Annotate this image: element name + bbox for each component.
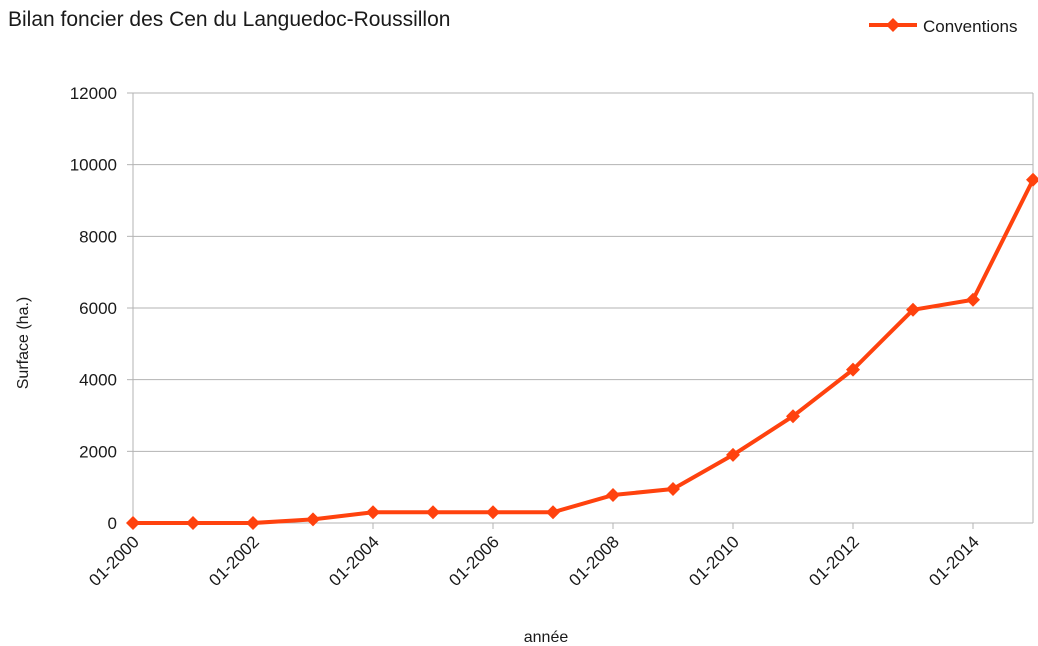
gridlines <box>133 92 1033 452</box>
x-tick-label: 01-2002 <box>205 532 263 590</box>
y-axis-label: Surface (ha.) <box>15 297 32 389</box>
data-point <box>426 505 440 520</box>
data-point <box>186 516 200 530</box>
x-tick-label: 01-2014 <box>925 532 983 590</box>
series-line <box>131 177 1035 525</box>
x-tick-label: 01-2006 <box>445 532 503 590</box>
legend-label-conventions: Conventions <box>923 17 1018 36</box>
legend-marker-conventions <box>886 18 900 32</box>
chart-title: Bilan foncier des Cen du Languedoc-Rouss… <box>8 8 450 31</box>
x-tick-label: 01-2000 <box>85 532 143 590</box>
data-point <box>906 302 920 317</box>
y-tick-label: 10000 <box>70 156 117 175</box>
y-tick-label: 12000 <box>70 84 117 103</box>
data-point <box>786 409 800 424</box>
data-point <box>726 447 740 462</box>
data-point <box>606 488 620 503</box>
data-point <box>846 362 860 377</box>
data-point <box>546 505 560 520</box>
data-point <box>486 505 500 520</box>
x-tick-label: 01-2010 <box>685 532 743 590</box>
data-point <box>1026 172 1038 187</box>
y-tick-label: 0 <box>108 514 117 533</box>
x-axis-label: année <box>524 629 569 646</box>
x-tick-label: 01-2008 <box>565 532 623 590</box>
y-tick-label: 6000 <box>79 299 117 318</box>
data-point <box>306 512 320 527</box>
x-tick-label: 01-2012 <box>805 532 863 590</box>
x-axis-ticks: 01-2000 01-2002 01-2004 01-2006 01-2008 01-20… <box>85 523 983 590</box>
data-point <box>966 292 980 307</box>
y-axis-ticks: 0 2000 4000 6000 8000 10000 12000 <box>70 84 133 533</box>
data-point <box>666 481 680 496</box>
x-tick-label: 01-2004 <box>325 532 383 590</box>
y-tick-label: 4000 <box>79 371 117 390</box>
legend: Conventions <box>869 17 1018 36</box>
y-tick-label: 8000 <box>79 227 117 246</box>
data-point <box>246 516 260 530</box>
data-point <box>366 505 380 520</box>
series-conventions <box>126 172 1038 530</box>
y-tick-label: 2000 <box>79 442 117 461</box>
data-point <box>126 516 140 530</box>
